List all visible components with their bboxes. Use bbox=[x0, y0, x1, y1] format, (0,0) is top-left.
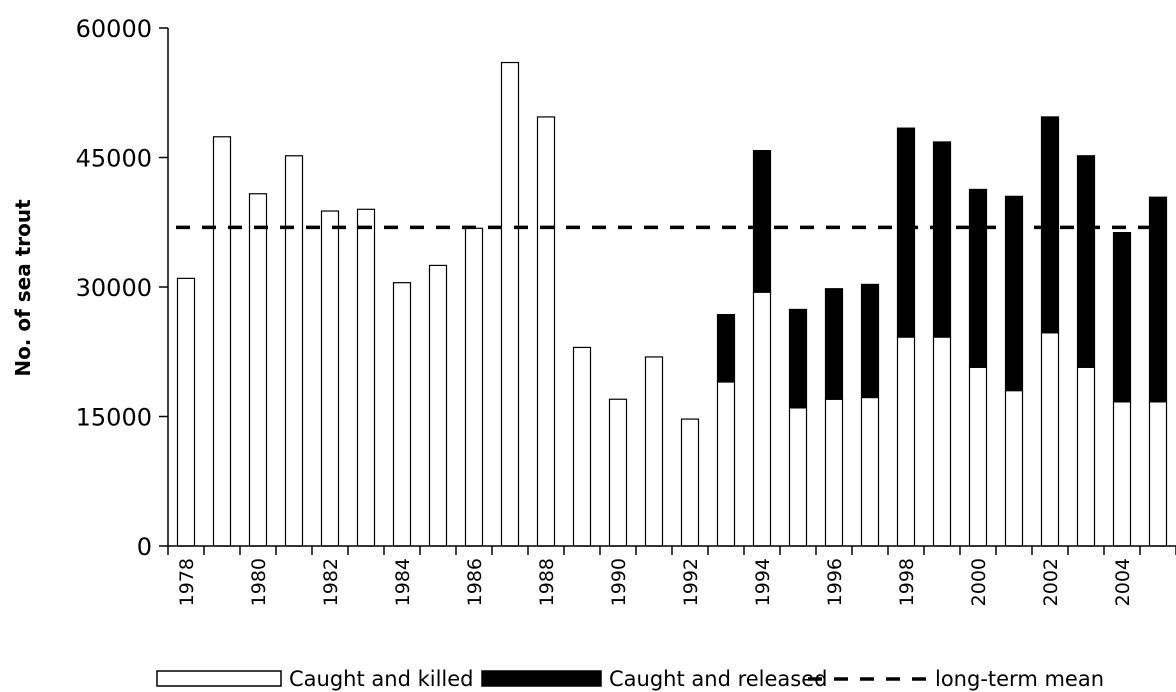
x-tick-label-1978: 1978 bbox=[176, 558, 198, 606]
y-tick-label-30000: 30000 bbox=[76, 274, 152, 302]
bar-killed-2003 bbox=[1076, 366, 1096, 547]
y-tick-label-45000: 45000 bbox=[76, 145, 152, 173]
x-tick-label-1992: 1992 bbox=[680, 558, 702, 606]
bar-killed-1997 bbox=[860, 396, 880, 547]
legend-label-released: Caught and released bbox=[609, 667, 827, 691]
bar-released-1997 bbox=[860, 283, 880, 399]
bar-killed-1991 bbox=[644, 356, 664, 547]
bar-killed-1980 bbox=[248, 193, 268, 547]
bar-killed-1984 bbox=[392, 282, 412, 547]
bar-released-1999 bbox=[932, 141, 952, 338]
bar-killed-1981 bbox=[284, 155, 304, 547]
bars bbox=[176, 61, 1168, 547]
bar-killed-1983 bbox=[356, 208, 376, 547]
bar-killed-1998 bbox=[896, 336, 916, 547]
bar-killed-1992 bbox=[680, 418, 700, 547]
bar-killed-1978 bbox=[176, 277, 196, 547]
bar-released-2002 bbox=[1040, 116, 1060, 334]
x-tick-label-1998: 1998 bbox=[896, 558, 918, 606]
bar-released-1994 bbox=[752, 149, 772, 293]
x-tick-label-1986: 1986 bbox=[464, 558, 486, 606]
x-tick-label-1990: 1990 bbox=[608, 558, 630, 606]
y-tick-label-60000: 60000 bbox=[76, 15, 152, 43]
bar-released-1998 bbox=[896, 127, 916, 338]
bar-killed-1985 bbox=[428, 264, 448, 547]
x-tick-label-1994: 1994 bbox=[752, 558, 774, 606]
bar-killed-2004 bbox=[1112, 401, 1132, 547]
bar-released-1993 bbox=[716, 314, 736, 383]
bar-killed-2000 bbox=[968, 366, 988, 547]
bar-killed-1994 bbox=[752, 291, 772, 547]
x-tick-label-2002: 2002 bbox=[1040, 558, 1062, 606]
bar-killed-1990 bbox=[608, 398, 628, 547]
x-tick-label-1988: 1988 bbox=[536, 558, 558, 606]
bar-released-2000 bbox=[968, 188, 988, 368]
bar-released-2003 bbox=[1076, 155, 1096, 368]
legend-swatch-released bbox=[481, 670, 602, 687]
bar-released-2001 bbox=[1004, 195, 1024, 392]
bar-released-1996 bbox=[824, 288, 844, 400]
axes: 0 15000 30000 45000 60000 1978 1980 1982 1984 198… bbox=[76, 15, 1176, 606]
bar-killed-1996 bbox=[824, 398, 844, 547]
bar-killed-2001 bbox=[1004, 390, 1024, 547]
legend-swatch-killed bbox=[156, 670, 282, 687]
bar-killed-1989 bbox=[572, 346, 592, 547]
bar-killed-1995 bbox=[788, 407, 808, 547]
y-tick-label-15000: 15000 bbox=[76, 404, 152, 432]
y-axis-label: No. of sea trout bbox=[11, 199, 35, 377]
legend: Caught and killed Caught and released lo… bbox=[156, 667, 1104, 691]
x-tick-label-1996: 1996 bbox=[824, 558, 846, 606]
x-tick-label-1984: 1984 bbox=[392, 558, 414, 606]
bar-killed-1993 bbox=[716, 381, 736, 547]
bar-killed-1999 bbox=[932, 336, 952, 547]
bar-killed-1979 bbox=[212, 136, 232, 547]
bar-killed-2002 bbox=[1040, 332, 1060, 547]
bar-released-2005 bbox=[1148, 196, 1168, 403]
x-tick-label-1982: 1982 bbox=[320, 558, 342, 606]
x-tick-label-2004: 2004 bbox=[1112, 558, 1134, 606]
bar-killed-1986 bbox=[464, 227, 484, 547]
bar-released-2004 bbox=[1112, 232, 1132, 403]
legend-label-mean: long-term mean bbox=[935, 667, 1104, 691]
bar-killed-1988 bbox=[536, 116, 556, 547]
bar-killed-2005 bbox=[1148, 401, 1168, 547]
legend-label-killed: Caught and killed bbox=[289, 667, 474, 691]
y-tick-label-0: 0 bbox=[137, 533, 152, 561]
x-tick-label-1980: 1980 bbox=[248, 558, 270, 606]
x-tick-label-2000: 2000 bbox=[968, 558, 990, 606]
bar-released-1995 bbox=[788, 308, 808, 409]
bar-killed-1987 bbox=[500, 61, 520, 547]
bar-killed-1982 bbox=[320, 210, 340, 547]
